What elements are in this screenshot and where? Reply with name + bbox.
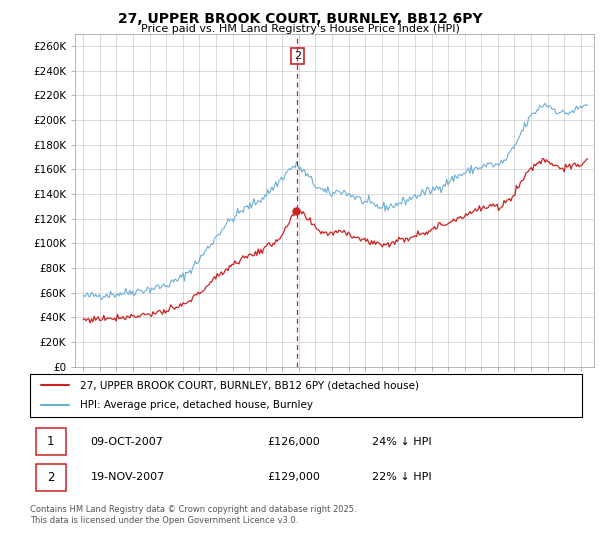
Text: 2: 2: [293, 51, 301, 61]
Text: 24% ↓ HPI: 24% ↓ HPI: [372, 437, 432, 447]
Text: 27, UPPER BROOK COURT, BURNLEY, BB12 6PY (detached house): 27, UPPER BROOK COURT, BURNLEY, BB12 6PY…: [80, 380, 419, 390]
Text: £126,000: £126,000: [268, 437, 320, 447]
Text: 09-OCT-2007: 09-OCT-2007: [91, 437, 164, 447]
Text: £129,000: £129,000: [268, 472, 320, 482]
Bar: [35, 464, 66, 491]
Text: 1: 1: [47, 435, 55, 448]
Text: Price paid vs. HM Land Registry's House Price Index (HPI): Price paid vs. HM Land Registry's House …: [140, 24, 460, 34]
Text: HPI: Average price, detached house, Burnley: HPI: Average price, detached house, Burn…: [80, 400, 313, 410]
Text: 19-NOV-2007: 19-NOV-2007: [91, 472, 165, 482]
Text: 27, UPPER BROOK COURT, BURNLEY, BB12 6PY: 27, UPPER BROOK COURT, BURNLEY, BB12 6PY: [118, 12, 482, 26]
Bar: [35, 428, 66, 455]
Text: 2: 2: [47, 471, 55, 484]
Text: 22% ↓ HPI: 22% ↓ HPI: [372, 472, 432, 482]
Text: Contains HM Land Registry data © Crown copyright and database right 2025.
This d: Contains HM Land Registry data © Crown c…: [30, 505, 356, 525]
